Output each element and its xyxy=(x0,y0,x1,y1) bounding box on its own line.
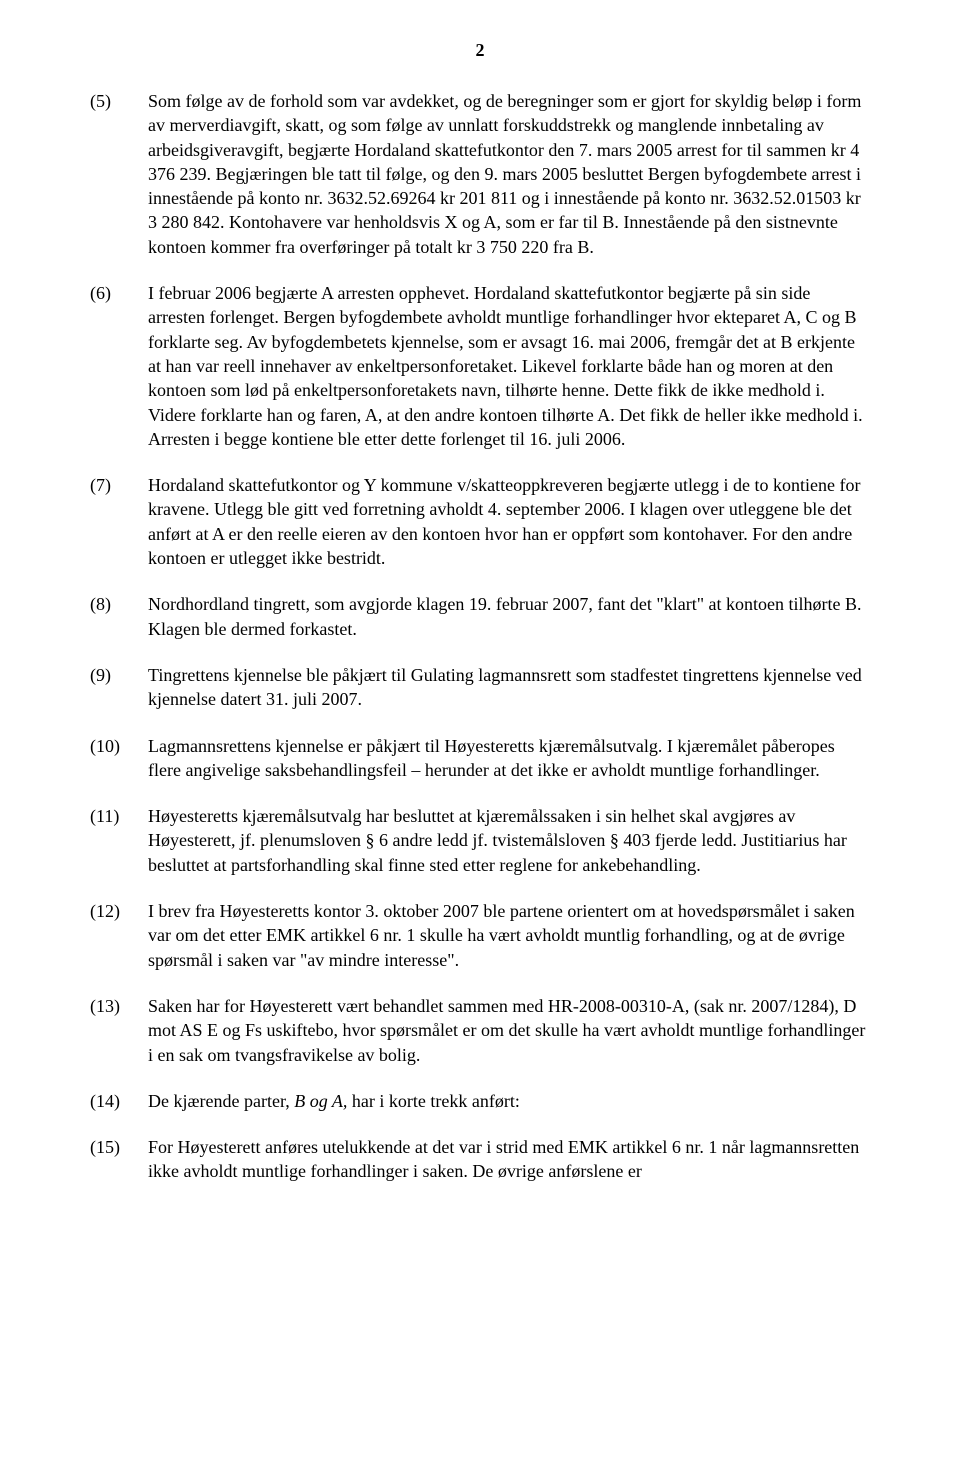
paragraph-8: (8) Nordhordland tingrett, som avgjorde … xyxy=(90,592,870,641)
para-num: (5) xyxy=(90,89,148,113)
paragraph-14: (14) De kjærende parter, B og A, har i k… xyxy=(90,1089,870,1113)
para-body: Saken har for Høyesterett vært behandlet… xyxy=(148,994,870,1067)
para-num: (11) xyxy=(90,804,148,828)
paragraph-10: (10) Lagmannsrettens kjennelse er påkjær… xyxy=(90,734,870,783)
para-num: (12) xyxy=(90,899,148,923)
paragraph-9: (9) Tingrettens kjennelse ble påkjært ti… xyxy=(90,663,870,712)
para-body: Tingrettens kjennelse ble påkjært til Gu… xyxy=(148,663,870,712)
para-num: (9) xyxy=(90,663,148,687)
paragraph-15: (15) For Høyesterett anføres utelukkende… xyxy=(90,1135,870,1184)
para-num: (6) xyxy=(90,281,148,305)
para-body: I brev fra Høyesteretts kontor 3. oktobe… xyxy=(148,899,870,972)
page-number: 2 xyxy=(90,40,870,61)
para-italic: B og A, xyxy=(294,1091,347,1111)
para-num: (7) xyxy=(90,473,148,497)
para-body: I februar 2006 begjærte A arresten opphe… xyxy=(148,281,870,451)
para-text-after: har i korte trekk anført: xyxy=(347,1091,519,1111)
para-body: Som følge av de forhold som var avdekket… xyxy=(148,89,870,259)
paragraph-7: (7) Hordaland skattefutkontor og Y kommu… xyxy=(90,473,870,570)
para-text-before: De kjærende parter, xyxy=(148,1091,294,1111)
para-num: (10) xyxy=(90,734,148,758)
para-body: Lagmannsrettens kjennelse er påkjært til… xyxy=(148,734,870,783)
para-body: Hordaland skattefutkontor og Y kommune v… xyxy=(148,473,870,570)
paragraph-12: (12) I brev fra Høyesteretts kontor 3. o… xyxy=(90,899,870,972)
paragraph-6: (6) I februar 2006 begjærte A arresten o… xyxy=(90,281,870,451)
para-num: (13) xyxy=(90,994,148,1018)
para-body: For Høyesterett anføres utelukkende at d… xyxy=(148,1135,870,1184)
para-body: De kjærende parter, B og A, har i korte … xyxy=(148,1089,870,1113)
para-num: (15) xyxy=(90,1135,148,1159)
paragraph-5: (5) Som følge av de forhold som var avde… xyxy=(90,89,870,259)
document-page: 2 (5) Som følge av de forhold som var av… xyxy=(0,0,960,1246)
paragraph-11: (11) Høyesteretts kjæremålsutvalg har be… xyxy=(90,804,870,877)
paragraph-13: (13) Saken har for Høyesterett vært beha… xyxy=(90,994,870,1067)
para-body: Nordhordland tingrett, som avgjorde klag… xyxy=(148,592,870,641)
para-num: (8) xyxy=(90,592,148,616)
para-body: Høyesteretts kjæremålsutvalg har beslutt… xyxy=(148,804,870,877)
para-num: (14) xyxy=(90,1089,148,1113)
